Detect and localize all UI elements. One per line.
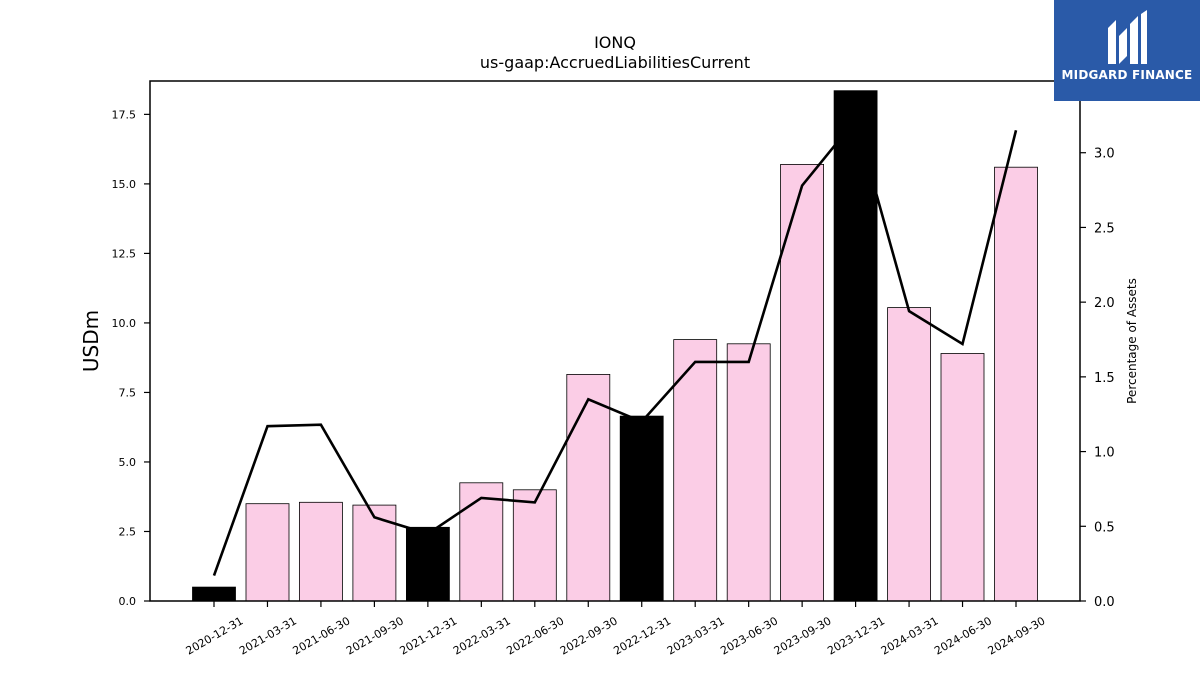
line-layer [212,117,1018,577]
bar [352,504,397,602]
y-tick-label: 15.0 [112,178,137,191]
x-tick-label: 2023-09-30 [772,614,834,657]
x-tick-label: 2022-09-30 [558,614,620,657]
bars-layer [192,90,1038,602]
bar [245,503,290,602]
y2-tick-label: 2.0 [1094,296,1115,311]
y2-tick-label: 0.5 [1094,520,1115,535]
chart-subtitle: us-gaap:AccruedLiabilitiesCurrent [480,53,750,72]
x-tick-label: 2020-12-31 [184,614,246,657]
x-tick-label: 2024-09-30 [986,614,1048,657]
bar [459,482,504,602]
y-tick-label: 2.5 [119,525,137,538]
y2-tick-label: 1.0 [1094,446,1115,461]
bar [994,166,1038,602]
y-tick-label: 10.0 [112,317,137,330]
y2-tick-label: 1.5 [1094,371,1115,386]
x-tick-label: 2024-06-30 [932,614,994,657]
bar [726,343,771,602]
plot-frame [149,80,1081,602]
x-tick-label: 2022-03-31 [451,614,513,657]
midgard-finance-logo: MIDGARD FINANCE [1054,0,1200,101]
x-tick-label: 2022-06-30 [504,614,566,657]
logo-mark-icon [1108,10,1147,64]
bar [619,415,664,602]
x-tick-label: 2021-06-30 [291,614,353,657]
bar [780,163,824,602]
logo-text: MIDGARD FINANCE [1061,68,1193,82]
y-tick-label: 12.5 [112,247,137,260]
y2-tick-label: 2.5 [1094,221,1115,236]
series-line [212,117,1018,577]
bar [566,373,611,602]
y-axis-label: USDm [79,310,103,372]
x-tick-label: 2023-03-31 [665,614,727,657]
y-tick-label: 17.5 [112,108,137,121]
y-tick-label: 7.5 [119,386,137,399]
bar [833,90,878,602]
bar [673,339,718,602]
bar [192,586,236,602]
bar [298,501,343,602]
bar [512,489,557,602]
x-tick-label: 2021-03-31 [237,614,299,657]
x-tick-label: 2023-12-31 [825,614,887,657]
x-tick-label: 2022-12-31 [611,614,673,657]
y2-axis-label: Percentage of Assets [1125,278,1139,404]
x-tick-label: 2023-06-30 [718,614,780,657]
bar [405,526,450,602]
y-tick-label: 5.0 [119,456,137,469]
y2-tick-label: 0.0 [1094,595,1115,610]
x-tick-label: 2024-03-31 [879,614,941,657]
y-tick-label: 0.0 [119,595,137,608]
bar [940,353,985,602]
x-tick-label: 2021-09-30 [344,614,406,657]
bar [887,307,931,602]
x-tick-label: 2021-12-31 [397,614,459,657]
chart-title: IONQ [594,33,636,52]
y2-tick-label: 3.0 [1094,147,1115,162]
